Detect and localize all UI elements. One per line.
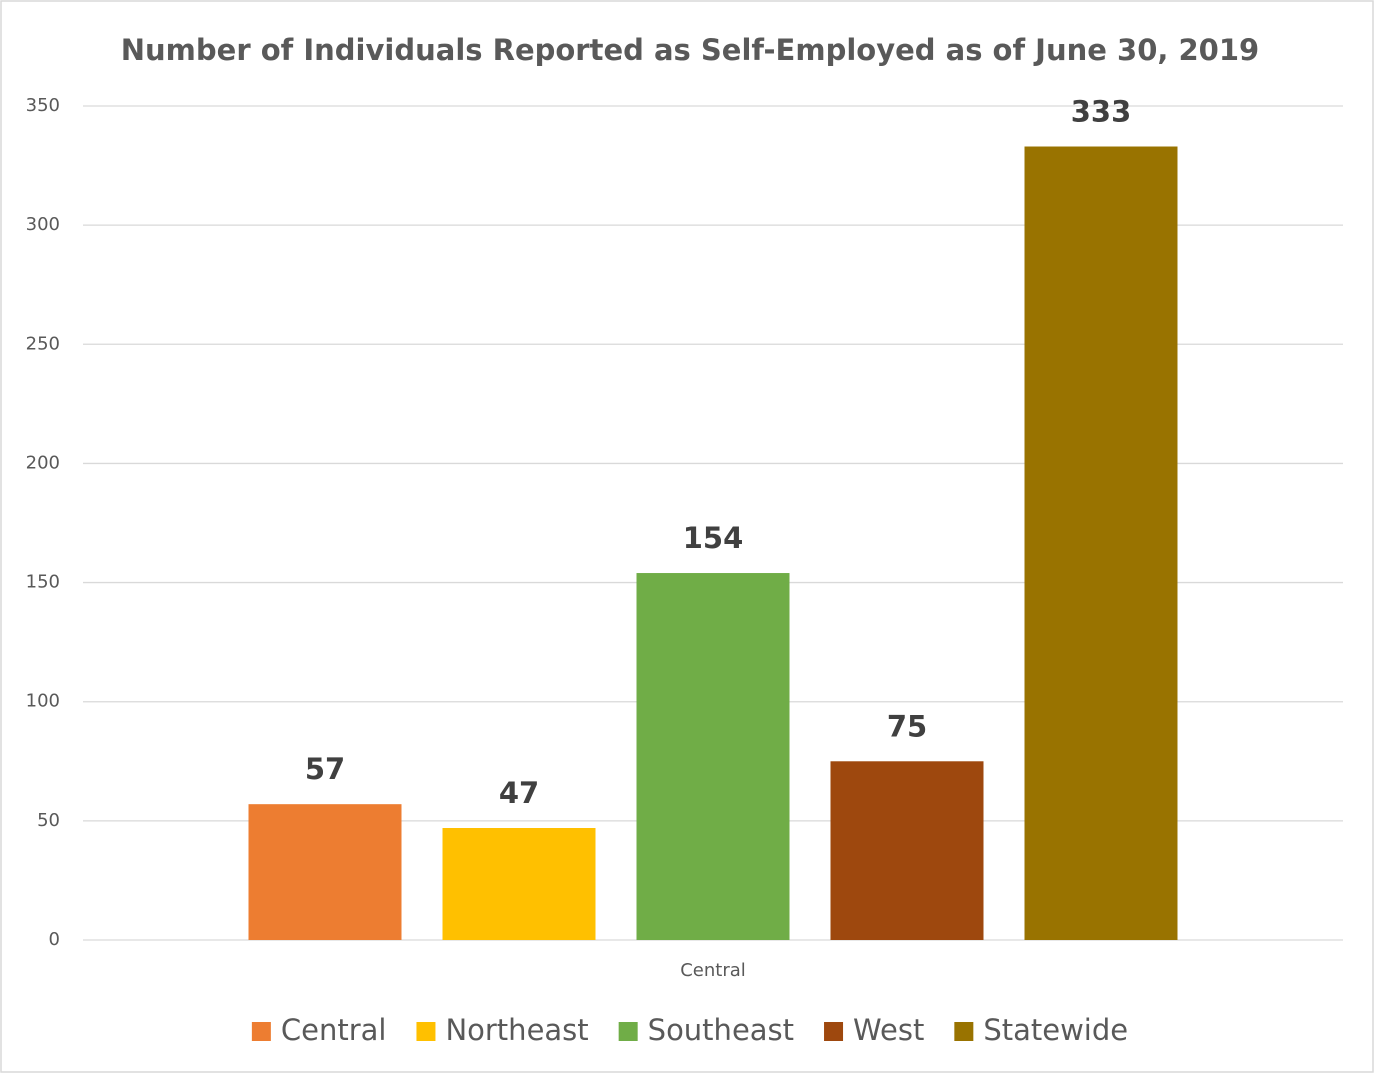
y-tick-label: 150 — [26, 572, 60, 593]
data-label: 47 — [499, 776, 539, 810]
legend-swatch — [618, 1022, 638, 1041]
chart-title: Number of Individuals Reported as Self-E… — [121, 33, 1259, 67]
legend-swatch — [251, 1022, 271, 1041]
data-label: 154 — [683, 521, 744, 555]
legend-label: Southeast — [648, 1013, 794, 1047]
y-tick-label: 300 — [26, 214, 60, 235]
legend-label: Statewide — [983, 1013, 1128, 1047]
y-tick-label: 100 — [26, 691, 60, 712]
bar — [1024, 146, 1178, 941]
bar — [830, 761, 984, 940]
y-tick-label: 200 — [26, 452, 60, 473]
y-tick-label: 0 — [49, 929, 60, 950]
bar — [442, 828, 596, 940]
legend-swatch — [824, 1022, 844, 1041]
x-tick-label: Central — [680, 960, 746, 981]
legend-label: West — [853, 1013, 924, 1047]
bar — [636, 573, 790, 940]
y-tick-label: 250 — [26, 333, 60, 354]
y-tick-label: 50 — [37, 810, 60, 831]
bar — [248, 804, 402, 940]
legend-label: Northeast — [445, 1013, 588, 1047]
data-label: 333 — [1071, 95, 1132, 129]
legend-swatch — [954, 1022, 974, 1041]
y-tick-label: 350 — [26, 95, 60, 116]
legend-label: Central — [281, 1013, 387, 1047]
data-label: 57 — [305, 752, 345, 786]
data-label: 75 — [887, 709, 927, 743]
legend-swatch — [416, 1022, 436, 1041]
